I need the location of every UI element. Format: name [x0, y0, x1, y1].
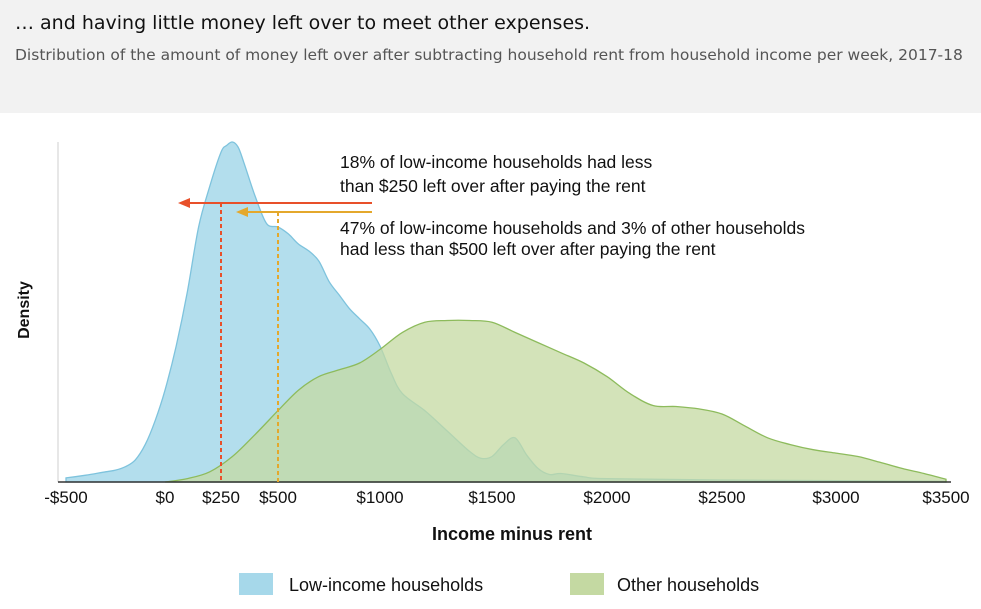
axes — [57, 142, 951, 483]
chart-title: … and having little money left over to m… — [15, 12, 591, 34]
x-tick-label: $3500 — [922, 488, 969, 507]
x-tick-label: -$500 — [44, 488, 87, 507]
x-axis-label: Income minus rent — [432, 524, 592, 544]
x-tick-label: $2500 — [698, 488, 745, 507]
chart-subtitle: Distribution of the amount of money left… — [15, 46, 963, 64]
annotation-2-line-1: 47% of low-income households and 3% of o… — [340, 218, 805, 238]
legend-label-low-income-households: Low-income households — [289, 575, 483, 595]
legend: Low-income households Other households — [239, 573, 759, 595]
x-tick-label: $1000 — [356, 488, 403, 507]
x-tick-label: $0 — [156, 488, 175, 507]
legend-swatch-other-households — [570, 573, 604, 595]
annotation-1-line-2: than $250 left over after paying the ren… — [340, 176, 646, 196]
legend-swatch-low-income-households — [239, 573, 273, 595]
arrow-head-250 — [178, 198, 190, 208]
x-tick-label: $1500 — [468, 488, 515, 507]
threshold-lines — [220, 203, 279, 482]
x-tick-labels: -$500 $0 $250 $500 $1000 $1500 $2000 $2500 $3000… — [44, 488, 969, 507]
annotation-1-line-1: 18% of low-income households had less — [340, 152, 653, 172]
annotation-2-line-2: had less than $500 left over after payin… — [340, 239, 716, 259]
arrow-head-500 — [236, 207, 248, 217]
annotations: 18% of low-income households had less tha… — [340, 152, 805, 259]
x-tick-label: $250 — [202, 488, 240, 507]
density-areas — [65, 141, 947, 483]
x-tick-label: $3000 — [812, 488, 859, 507]
x-tick-label: $500 — [259, 488, 297, 507]
legend-label-other-households: Other households — [617, 575, 759, 595]
y-axis-label: Density — [16, 281, 33, 339]
header: … and having little money left over to m… — [0, 0, 981, 113]
x-tick-label: $2000 — [583, 488, 630, 507]
area-other-households — [164, 319, 947, 483]
annotation-arrows — [178, 198, 372, 217]
